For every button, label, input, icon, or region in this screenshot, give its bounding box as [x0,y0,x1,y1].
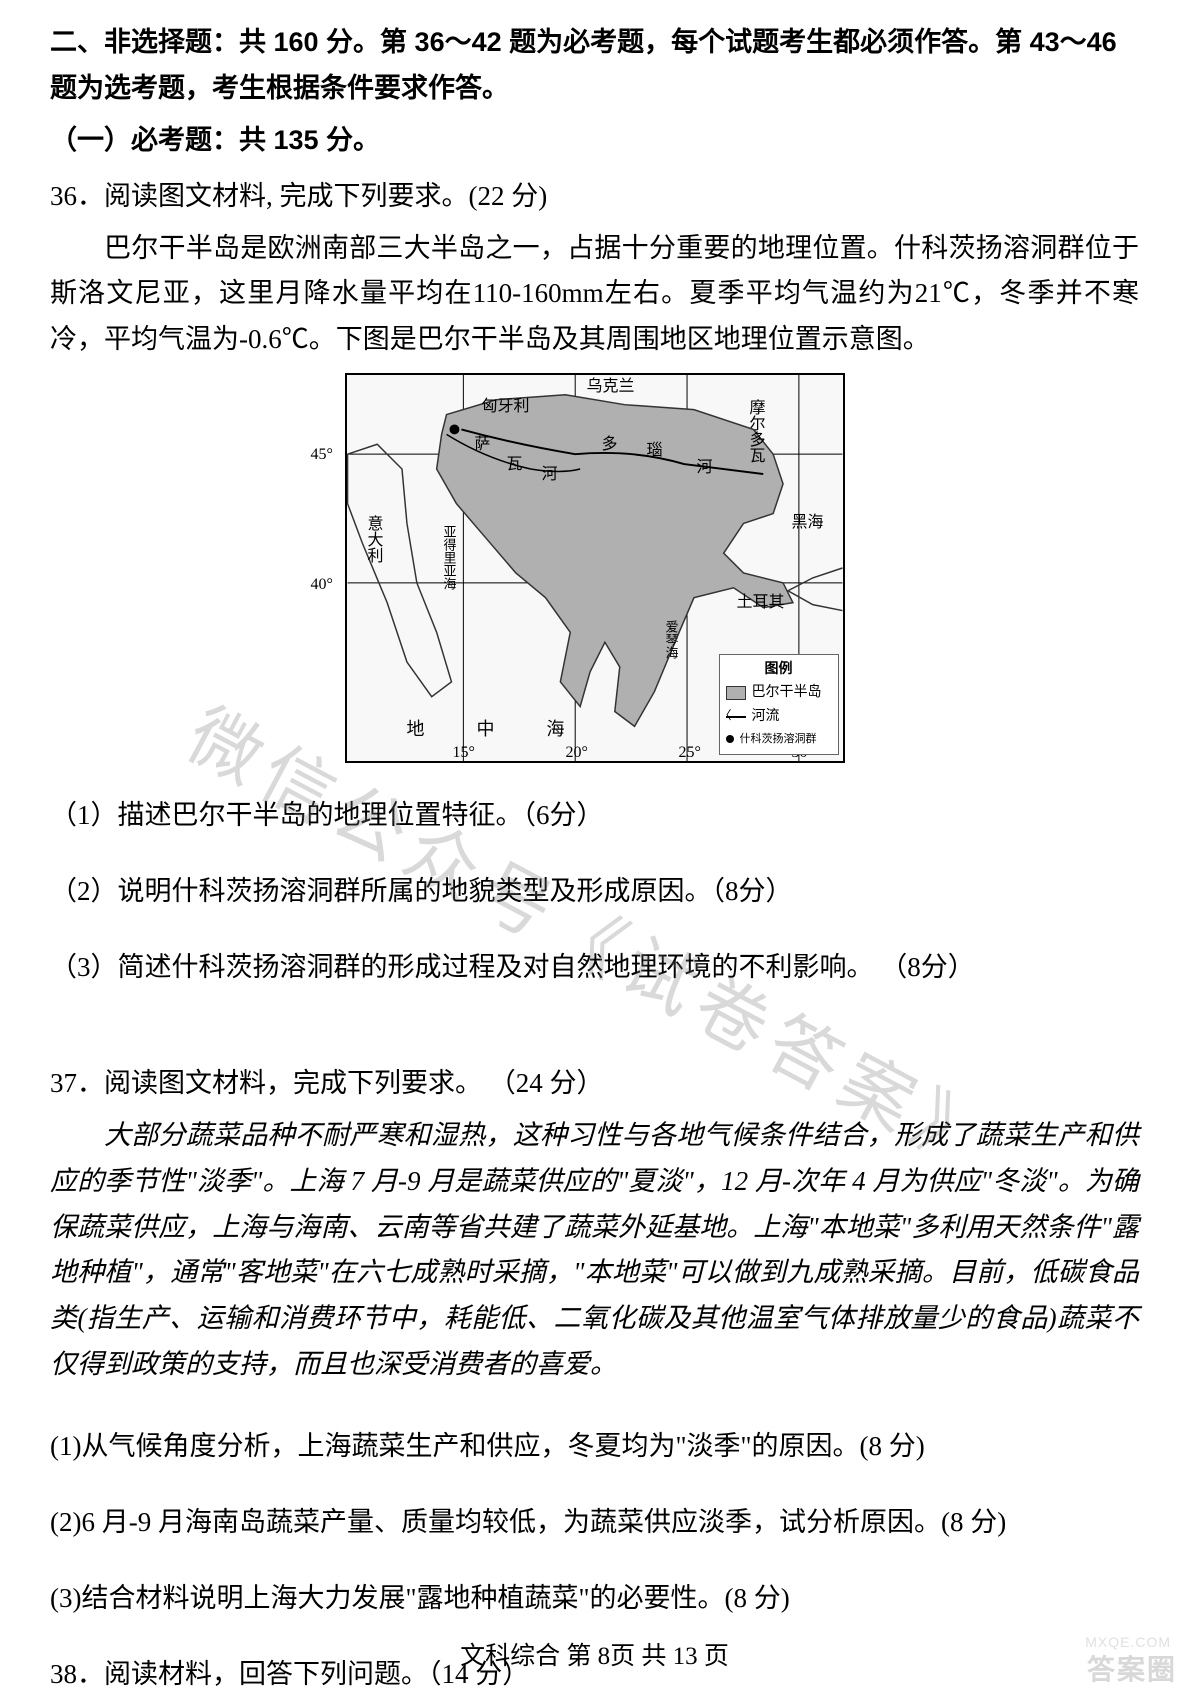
lat45-label: 45° [311,447,333,463]
legend-river-icon [726,716,746,718]
label-adriatic: 亚得里亚海 [443,525,456,590]
label-nao: 瑙 [647,443,663,459]
label-black-sea: 黑海 [792,515,824,531]
lon20-label: 20° [566,745,588,761]
label-river-r: 河 [697,460,713,476]
legend-title: 图例 [726,659,832,681]
label-med1: 地 [407,720,425,738]
legend-balkan-label: 巴尔干半岛 [752,682,822,704]
label-turkey: 土耳其 [737,595,785,611]
legend-dot-icon [726,735,734,743]
q36-start: 36．阅读图文材料, 完成下列要求。(22 分) [50,174,1139,220]
lon25-label: 25° [679,745,701,761]
subsection-header: （一）必考题：共 135 分。 [50,118,1139,164]
lon15-label: 15° [453,745,475,761]
lat40-label: 40° [311,577,333,593]
section-header: 二、非选择题：共 160 分。第 36～42 题为必考题，每个试题考生都必须作答… [50,20,1139,112]
label-wa: 瓦 [507,457,523,473]
label-italy: 意大利 [365,515,381,563]
legend-row-river: 河流 [726,706,832,728]
legend-cave-label: 什科茨扬溶洞群 [740,731,817,749]
q36-paragraph: 巴尔干半岛是欧洲南部三大半岛之一，占据十分重要的地理位置。什科茨扬溶洞群位于斯洛… [50,226,1139,364]
q37-paragraph: 大部分蔬菜品种不耐严寒和湿热，这种习性与各地气候条件结合，形成了蔬菜生产和供应的… [50,1113,1139,1388]
label-moldova: 摩尔多瓦 [747,399,763,463]
legend-row-balkan: 巴尔干半岛 [726,682,832,704]
label-hungary: 匈牙利 [482,399,530,415]
label-med3: 海 [547,720,565,738]
q37-sub2: (2)6 月-9 月海南岛蔬菜产量、质量均较低，为蔬菜供应淡季，试分析原因。(8… [50,1500,1139,1546]
q36-sub3: （3）简述什科茨扬溶洞群的形成过程及对自然地理环境的不利影响。 （8分） [50,945,1139,991]
page-footer: 文科综合 第 8页 共 13 页 [0,1636,1189,1672]
legend-river-label: 河流 [752,706,780,728]
q36-sub1: （1）描述巴尔干半岛的地理位置特征。（6分） [50,793,1139,839]
label-ukraine: 乌克兰 [587,379,635,395]
q36-sub2: （2）说明什科茨扬溶洞群所属的地貌类型及形成原因。（8分） [50,869,1139,915]
watermark-corner: 答案圈 [1087,1648,1177,1688]
q37-sub3: (3)结合材料说明上海大力发展"露地种植蔬菜"的必要性。(8 分) [50,1576,1139,1622]
legend-swatch-icon [726,686,746,700]
label-med2: 中 [477,720,495,738]
q37-start: 37．阅读图文材料，完成下列要求。 （24 分） [50,1061,1139,1107]
map-legend: 图例 巴尔干半岛 河流 什科茨扬溶洞群 [719,654,839,755]
label-duo: 多 [602,437,618,453]
map-figure: 45° 40° 15° 20° 25° 30° 乌克兰 匈牙利 摩尔多瓦 萨 瓦… [345,373,845,763]
legend-row-cave: 什科茨扬溶洞群 [726,731,832,749]
label-river-l: 河 [542,467,558,483]
map-container: 45° 40° 15° 20° 25° 30° 乌克兰 匈牙利 摩尔多瓦 萨 瓦… [50,373,1139,763]
label-aegean: 爱琴海 [665,620,678,659]
label-sa: 萨 [475,437,491,453]
q37-sub1: (1)从气候角度分析，上海蔬菜生产和供应，冬夏均为"淡季"的原因。(8 分) [50,1424,1139,1470]
